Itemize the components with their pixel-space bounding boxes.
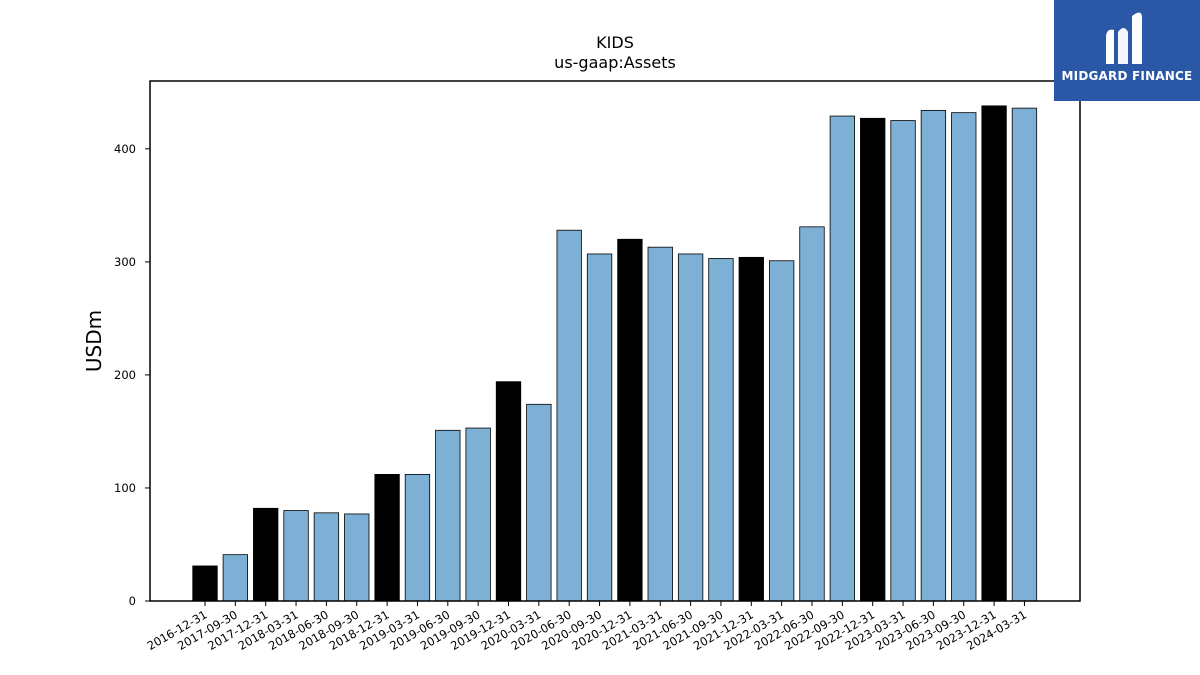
y-axis-label: USDm [82, 310, 106, 372]
bar-2022-09-30 [829, 115, 855, 602]
y-tick-label: 400 [114, 142, 136, 156]
plot-frame [149, 80, 1081, 602]
bar-2024-03-31 [1011, 107, 1038, 602]
bar-2019-03-31 [404, 473, 431, 602]
bar-2022-06-30 [799, 226, 825, 602]
bar-2021-12-31 [738, 256, 764, 602]
x-axis: 2016-12-312017-09-302017-12-312018-03-31… [145, 601, 1029, 653]
bar-2018-03-31 [283, 510, 309, 602]
bar-2021-09-30 [708, 258, 734, 602]
bar-2019-12-31 [495, 381, 522, 602]
bar-2021-06-30 [677, 253, 704, 602]
bar-2019-06-30 [435, 429, 461, 602]
bar-2020-03-31 [526, 403, 552, 602]
chart-subtitle: us-gaap:Assets [554, 53, 676, 72]
y-tick-label: 300 [114, 255, 136, 269]
bar-2023-03-31 [890, 120, 916, 602]
chart-title: KIDS [596, 33, 634, 52]
logo-text: MIDGARD FINANCE [1061, 69, 1193, 83]
y-tick-label: 100 [114, 481, 136, 495]
bar-2020-06-30 [556, 229, 582, 602]
bar-2017-12-31 [253, 507, 279, 602]
bar-2018-09-30 [344, 513, 370, 602]
midgard-logo-icon [1106, 12, 1142, 65]
y-tick-label: 200 [114, 368, 136, 382]
bar-2016-12-31 [192, 565, 218, 602]
bar-2018-06-30 [313, 512, 340, 602]
midgard-finance-logo: MIDGARD FINANCE [1054, 0, 1200, 101]
bar-2020-12-31 [617, 238, 643, 602]
bar-2019-09-30 [465, 427, 491, 602]
bar-2020-09-30 [586, 253, 613, 602]
bar-2017-09-30 [222, 554, 249, 602]
bar-2023-12-31 [981, 105, 1007, 602]
bar-2021-03-31 [647, 246, 673, 602]
y-tick-label: 0 [129, 594, 136, 608]
bar-2023-06-30 [920, 109, 947, 602]
bar-2022-03-31 [769, 260, 795, 602]
y-axis: 0 100 200 300 400 [114, 142, 150, 608]
bar-2022-12-31 [860, 117, 886, 602]
bar-series [192, 105, 1038, 602]
bar-2018-12-31 [374, 473, 400, 602]
bar-2023-09-30 [951, 112, 977, 602]
